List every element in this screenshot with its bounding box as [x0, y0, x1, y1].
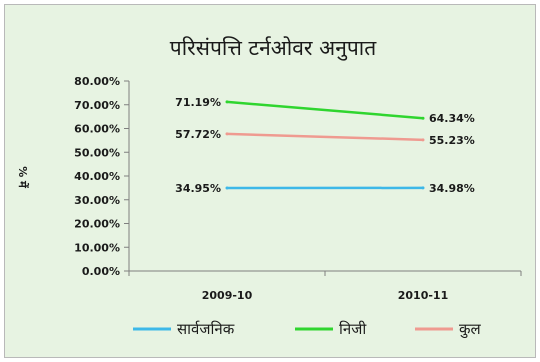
legend-label: सार्वजनिक	[177, 320, 235, 338]
y-tick-label: 60.00%	[74, 123, 120, 136]
legend: सार्वजनिक निजी कुल	[133, 320, 482, 339]
series-line	[226, 132, 424, 142]
data-label: 55.23%	[429, 134, 475, 147]
data-point	[225, 186, 229, 190]
chart-title: परिसंपत्ति टर्नओवर अनुपात	[170, 36, 377, 61]
legend-label: निजी	[339, 320, 367, 338]
data-label: 64.34%	[429, 112, 475, 125]
data-point	[225, 100, 229, 104]
x-tick-label: 2009-10	[202, 289, 253, 302]
y-tick-label: 80.00%	[74, 75, 120, 88]
y-tick-label: 20.00%	[74, 218, 120, 231]
axes: 0.00% 10.00% 20.00% 30.00% 40.00% 50.00% 60.00…	[74, 75, 522, 302]
data-point	[421, 138, 425, 142]
legend-label: कुल	[459, 320, 482, 339]
data-label: 34.95%	[175, 182, 221, 195]
data-point	[421, 186, 425, 190]
y-tick-label: 10.00%	[74, 241, 120, 254]
chart-svg: परिसंपत्ति टर्नओवर अनुपात % में 0.00% 10.…	[16, 36, 522, 339]
y-tick-label: 40.00%	[74, 170, 120, 183]
data-label: 57.72%	[175, 128, 221, 141]
chart-area: परिसंपत्ति टर्नओवर अनुपात % में 0.00% 10.…	[4, 4, 536, 358]
data-label: 34.98%	[429, 182, 475, 195]
series-layer: 34.95% 34.98% 71.19% 64.34% 57.72% 55.23%	[175, 96, 475, 195]
y-tick-label: 50.00%	[74, 146, 120, 159]
y-tick-label: 0.00%	[82, 265, 120, 278]
data-label: 71.19%	[175, 96, 221, 109]
data-point	[421, 116, 425, 120]
data-point	[225, 132, 229, 136]
x-tick-label: 2010-11	[398, 289, 449, 302]
y-tick-label: 70.00%	[74, 99, 120, 112]
y-tick-label: 30.00%	[74, 194, 120, 207]
series-line	[226, 100, 424, 120]
y-axis-label: % में	[16, 166, 30, 188]
